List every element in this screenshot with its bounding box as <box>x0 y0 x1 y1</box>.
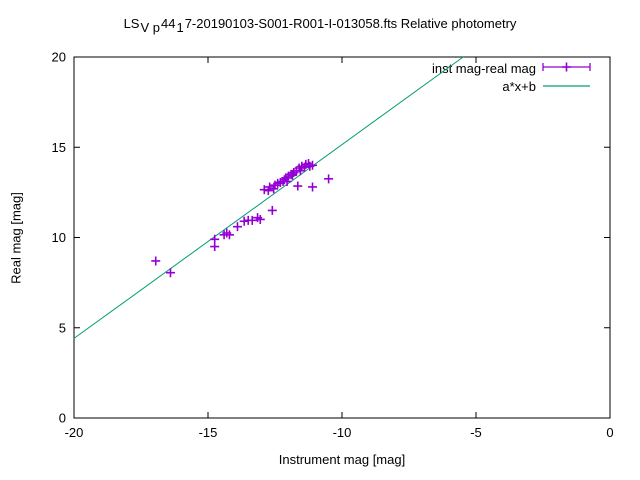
x-tick-label: -5 <box>470 425 482 440</box>
x-tick-label: -15 <box>199 425 218 440</box>
x-tick-label: 0 <box>606 425 613 440</box>
scatter-points <box>151 158 334 278</box>
chart-title-subscript: 1 <box>176 20 184 35</box>
chart-title-subscript: V p <box>140 20 160 35</box>
y-tick-label: 0 <box>59 411 66 426</box>
chart-title: LSV p4417-20190103-S001-R001-I-013058.ft… <box>0 16 640 35</box>
legend-label-scatter: inst mag-real mag <box>431 61 536 76</box>
y-tick-label: 10 <box>52 230 66 245</box>
x-axis-label: Instrument mag [mag] <box>278 452 406 467</box>
chart-title-part: 44 <box>161 16 176 31</box>
plot-frame <box>73 56 611 419</box>
y-tick-label: 20 <box>52 50 66 65</box>
y-tick-label: 15 <box>52 140 66 155</box>
legend-sample-point <box>562 62 571 72</box>
legend-label-fit: a*x+b <box>502 79 536 94</box>
x-tick-label: -20 <box>65 425 84 440</box>
chart-title-part: LS <box>123 16 140 31</box>
y-tick-label: 5 <box>59 320 66 335</box>
fit-line <box>73 56 464 339</box>
x-tick-label: -10 <box>333 425 352 440</box>
chart-title-part: 7-20190103-S001-R001-I-013058.fts Relati… <box>184 16 517 31</box>
